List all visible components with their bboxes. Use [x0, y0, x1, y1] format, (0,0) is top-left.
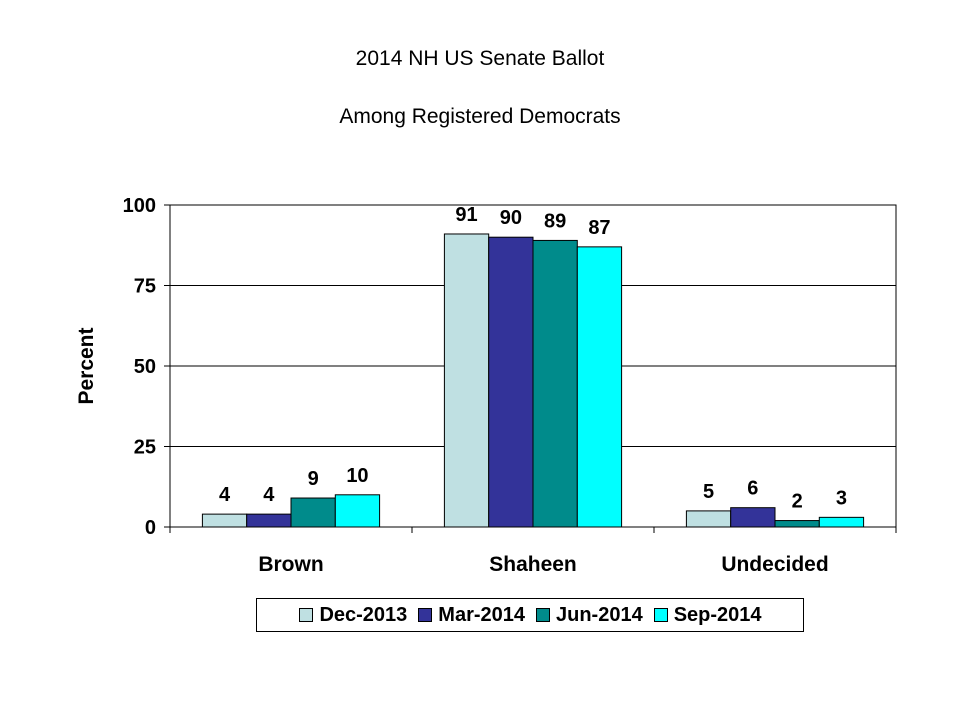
legend-swatch [299, 608, 314, 622]
data-label: 9 [308, 468, 319, 490]
legend-label: Mar-2014 [438, 603, 525, 626]
legend-swatch [653, 608, 668, 622]
chart-subtitle: Among Registered Democrats [339, 105, 621, 128]
data-label: 3 [836, 487, 847, 509]
bar-mar-2014 [246, 513, 292, 528]
data-label: 89 [544, 210, 566, 232]
bar-dec-2013 [685, 510, 732, 528]
legend-item: Mar-2014 [418, 604, 525, 627]
chart-title: 2014 NH US Senate Ballot [355, 47, 605, 70]
data-label: 10 [346, 465, 368, 487]
legend-item: Sep-2014 [653, 603, 762, 627]
bar-sep-2014 [334, 494, 381, 528]
data-label: 4 [219, 484, 231, 506]
data-label: 90 [500, 207, 522, 229]
bar-jun-2014 [532, 239, 578, 528]
y-tick-label: 0 [145, 517, 156, 539]
data-label: 2 [792, 491, 803, 513]
data-label: 87 [588, 217, 610, 239]
data-label: 91 [455, 204, 477, 226]
legend: Dec-2013 Mar-2014 Jun-2014 Sep-2014 [256, 598, 804, 632]
data-label: 6 [747, 478, 758, 500]
legend-label: Jun-2014 [556, 603, 643, 626]
legend-item: Dec-2013 [299, 604, 407, 627]
legend-swatch [536, 608, 550, 622]
y-tick-label: 25 [134, 437, 156, 459]
x-category-label: Brown [258, 553, 323, 576]
legend-item: Jun-2014 [536, 604, 643, 627]
legend-label: Dec-2013 [319, 603, 408, 626]
bar-jun-2014 [290, 497, 336, 528]
x-category-label: Shaheen [489, 553, 577, 576]
y-tick-label: 100 [123, 195, 156, 217]
y-tick-label: 75 [134, 276, 156, 298]
bar-sep-2014 [576, 246, 623, 528]
y-tick-label: 50 [134, 356, 156, 378]
data-label: 5 [703, 481, 714, 503]
x-category-label: Undecided [721, 553, 828, 576]
bar-jun-2014 [774, 520, 820, 528]
bar-dec-2013 [443, 233, 490, 528]
bar-sep-2014 [818, 516, 865, 528]
bar-mar-2014 [730, 507, 776, 528]
data-label: 4 [263, 484, 275, 506]
y-axis-label: Percent [75, 327, 98, 404]
legend-swatch [418, 608, 433, 622]
bar-dec-2013 [201, 513, 248, 528]
legend-label: Sep-2014 [673, 603, 762, 626]
bar-mar-2014 [488, 236, 534, 528]
